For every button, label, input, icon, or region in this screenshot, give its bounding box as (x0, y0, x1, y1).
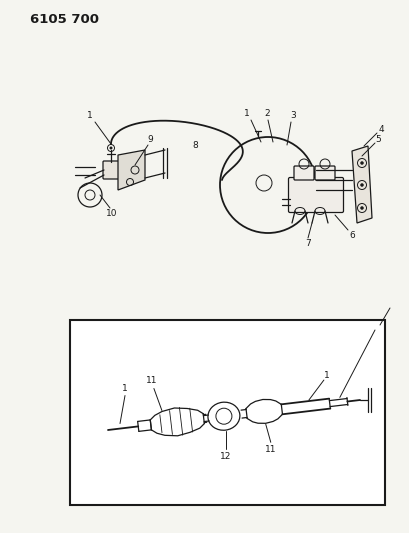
FancyBboxPatch shape (103, 161, 119, 179)
Text: 3: 3 (290, 111, 295, 120)
Text: 6: 6 (348, 230, 354, 239)
Text: 1: 1 (87, 110, 93, 119)
FancyBboxPatch shape (288, 177, 343, 213)
Text: 4: 4 (377, 125, 383, 133)
Text: 2: 2 (263, 109, 269, 118)
Circle shape (360, 161, 363, 165)
Text: 5: 5 (374, 134, 380, 143)
Circle shape (109, 147, 112, 149)
Text: 1: 1 (122, 384, 128, 393)
Text: 8: 8 (192, 141, 198, 150)
Text: 9: 9 (147, 135, 153, 144)
Text: 11: 11 (264, 445, 276, 454)
Polygon shape (351, 146, 371, 223)
FancyBboxPatch shape (314, 166, 334, 180)
Circle shape (360, 206, 363, 209)
Polygon shape (118, 150, 145, 190)
Text: 1: 1 (243, 109, 249, 118)
Bar (70, 320, 384, 505)
FancyBboxPatch shape (293, 166, 313, 180)
Text: 6105 700: 6105 700 (30, 13, 99, 26)
Text: 1: 1 (323, 370, 329, 379)
Text: 11: 11 (146, 376, 157, 385)
Text: 7: 7 (304, 238, 310, 247)
Text: 12: 12 (220, 451, 231, 461)
Text: 10: 10 (106, 208, 117, 217)
Circle shape (360, 183, 363, 187)
